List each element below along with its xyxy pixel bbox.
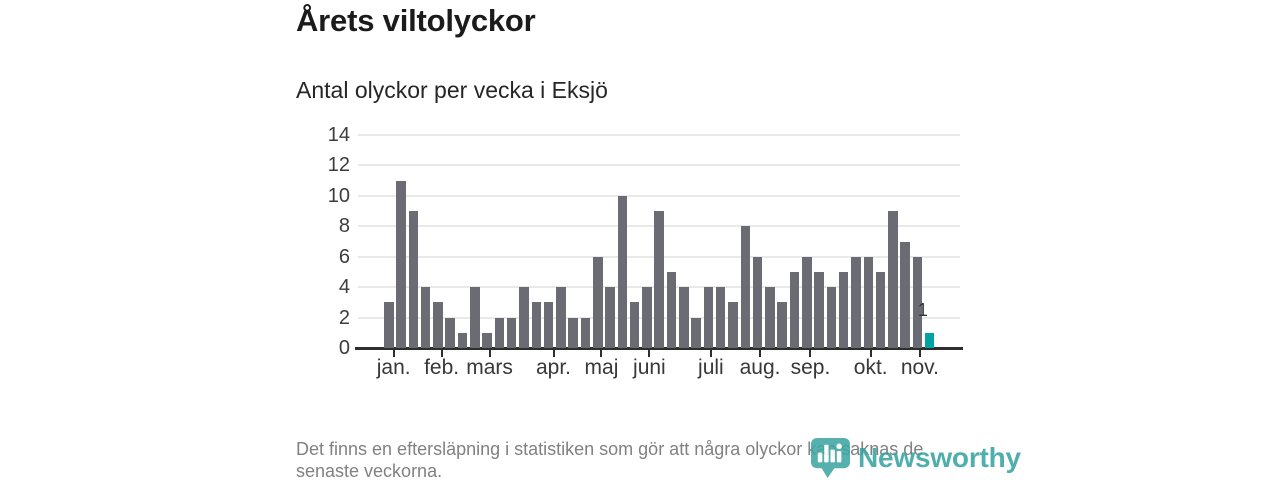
bar-week-36 (814, 271, 824, 348)
bar-week-17 (580, 317, 591, 348)
newsworthy-icon (810, 437, 851, 479)
x-tick-sep (809, 350, 812, 357)
bar-week-40 (863, 256, 873, 348)
bar-week-31 (752, 256, 763, 348)
bar-week-21 (629, 302, 640, 348)
x-tick-maj (600, 350, 603, 357)
y-axis-label: 6 (338, 245, 350, 268)
bar-week-39 (851, 256, 861, 348)
bar-week-37 (826, 287, 837, 348)
x-axis-label-mars: mars (466, 356, 513, 379)
bar-week-30 (740, 226, 751, 348)
bar-week-27 (703, 287, 714, 348)
bar-week-15 (556, 287, 566, 348)
bar-week-38 (838, 271, 849, 348)
bar-week-10 (494, 317, 505, 348)
bar-week-14 (543, 302, 554, 348)
gridline-y12 (358, 164, 960, 167)
gridline-y10 (358, 194, 960, 197)
bar-week-3 (408, 211, 419, 348)
bar-week-1 (384, 302, 394, 348)
bar-week-35 (802, 256, 812, 348)
bar-week-20 (617, 195, 628, 348)
x-axis-label-jan: jan. (376, 356, 411, 379)
bar-week-6 (445, 317, 455, 348)
y-axis-label: 14 (327, 124, 350, 146)
x-tick-nov (918, 350, 921, 357)
bar-week-11 (506, 317, 517, 348)
bar-week-19 (605, 287, 615, 348)
x-axis-line (355, 347, 963, 350)
x-axis-label-okt: okt. (853, 356, 888, 379)
chart-title: Årets viltolyckor (296, 3, 536, 38)
bar-week-41 (875, 271, 886, 348)
x-tick-jan (392, 350, 395, 357)
bar-week-25 (679, 287, 689, 348)
bar-week-16 (568, 317, 578, 348)
y-axis-label: 12 (327, 154, 350, 177)
x-tick-juli (709, 350, 712, 357)
newsworthy-logo: Newsworthy (809, 436, 1021, 479)
bar-week-8 (470, 287, 480, 348)
bar-week-4 (420, 287, 431, 348)
gridline-y14 (358, 134, 960, 136)
x-axis-label-juni: juni (633, 356, 666, 379)
chart-subtitle: Antal olyckor per vecka i Eksjö (296, 77, 608, 103)
bar-week-23 (654, 211, 664, 348)
x-axis-label-maj: maj (584, 356, 619, 379)
x-axis-label-sep: sep. (790, 356, 831, 379)
newsworthy-wordmark: Newsworthy (858, 441, 1021, 473)
bar-week-12 (519, 287, 529, 348)
bar-week-33 (777, 302, 787, 348)
footnote-line: Det finns en eftersläpning i statistiken… (296, 439, 924, 459)
last-bar-value-label: 1 (917, 299, 928, 320)
bar-week-42 (888, 211, 898, 348)
y-axis-label: 0 (338, 337, 350, 359)
x-tick-aug (759, 350, 762, 357)
bar-week-29 (728, 302, 738, 348)
bar-week-32 (765, 287, 775, 348)
bar-week-26 (691, 317, 701, 348)
bar-week-34 (789, 271, 800, 348)
bar-week-13 (531, 302, 542, 348)
bar-week-9 (482, 332, 492, 348)
bar-week-28 (715, 287, 726, 348)
x-tick-okt (869, 350, 872, 357)
y-axis-label: 2 (338, 306, 350, 329)
x-axis-label-juli: juli (698, 356, 724, 379)
x-axis-label-nov: nov. (900, 356, 939, 379)
x-axis-label-apr: apr. (535, 356, 572, 379)
plot-area: 0 2 4 6 8 10 12 14 1 jan. feb. mars apr. maj juni juli a… (328, 124, 963, 379)
x-axis-label-aug: aug. (739, 356, 781, 379)
x-tick-mars (488, 350, 491, 357)
y-axis-label: 8 (338, 215, 350, 238)
bar-week-22 (642, 287, 652, 348)
footnote-line: senaste veckorna. (296, 460, 443, 480)
y-axis-label: 4 (338, 276, 350, 299)
bar-week-2 (396, 180, 406, 348)
bar-week-43 (900, 241, 910, 348)
y-axis-label: 10 (327, 184, 350, 207)
footnote: Det finns en eftersläpning i statistiken… (296, 439, 923, 480)
bar-week-45 (924, 332, 935, 348)
x-tick-feb (440, 350, 443, 357)
x-tick-apr (552, 350, 555, 357)
x-axis-label-feb: feb. (424, 356, 460, 379)
bar-week-18 (593, 256, 603, 348)
x-tick-juni (648, 350, 651, 357)
bar-week-7 (457, 332, 468, 348)
bar-week-5 (433, 302, 443, 348)
bar-week-44 (912, 256, 923, 348)
bar-week-24 (666, 271, 677, 348)
